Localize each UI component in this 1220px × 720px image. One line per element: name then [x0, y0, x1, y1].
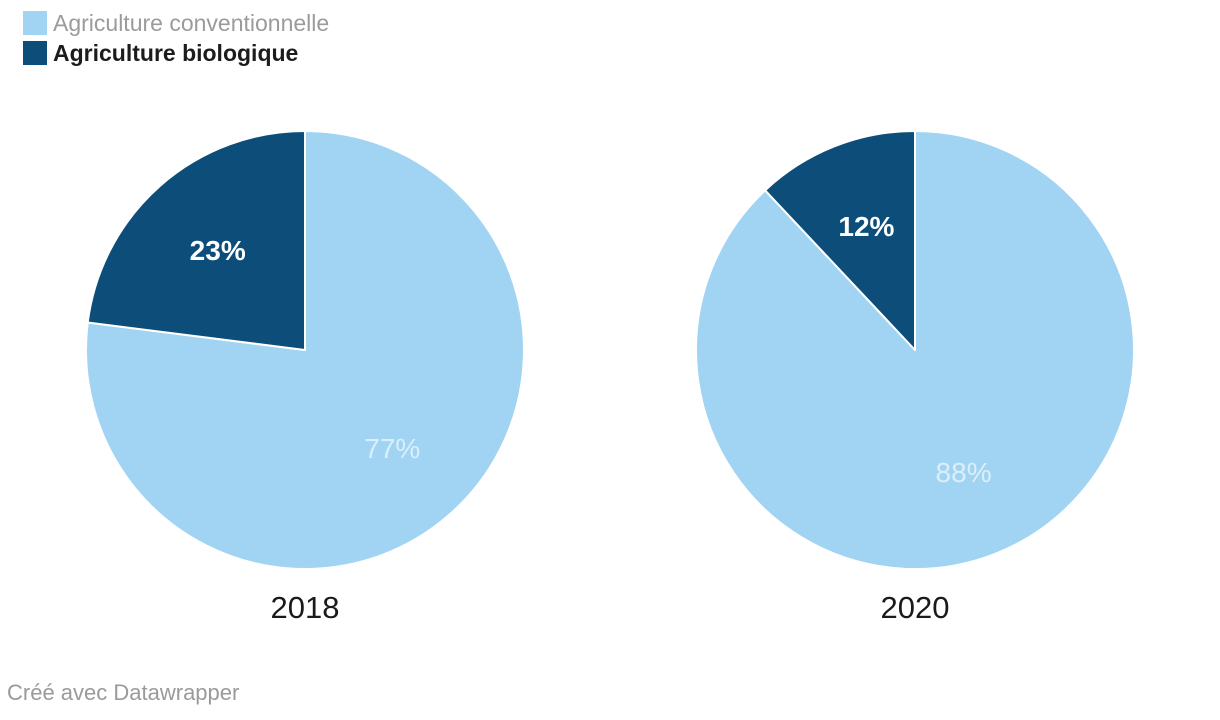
legend-swatch-biologique-icon: [23, 41, 47, 65]
pie-title-2020: 2020: [880, 590, 950, 625]
pie-slice: [86, 130, 306, 351]
pie-svg-2020: [695, 130, 1135, 570]
pie-2020: 88% 12%: [695, 130, 1135, 570]
pie-figure-2020: 88% 12% 2020: [695, 130, 1135, 626]
legend-label-conventionnelle: Agriculture conventionnelle: [53, 10, 330, 36]
pie-2018: 77% 23%: [85, 130, 525, 570]
legend-item-conventionnelle: Agriculture conventionnelle: [23, 8, 329, 38]
datawrapper-credit-link[interactable]: Créé avec Datawrapper: [7, 680, 240, 705]
legend-swatch-conventionnelle-icon: [23, 11, 47, 35]
legend-item-biologique: Agriculture biologique: [23, 38, 329, 68]
pie-title-2018: 2018: [270, 590, 340, 625]
pie-slice: [764, 130, 916, 351]
legend-label-biologique: Agriculture biologique: [53, 40, 299, 66]
pie-figure-2018: 77% 23% 2018: [85, 130, 525, 626]
legend: Agriculture conventionnelle Agriculture …: [23, 8, 329, 68]
pie-svg-2018: [85, 130, 525, 570]
